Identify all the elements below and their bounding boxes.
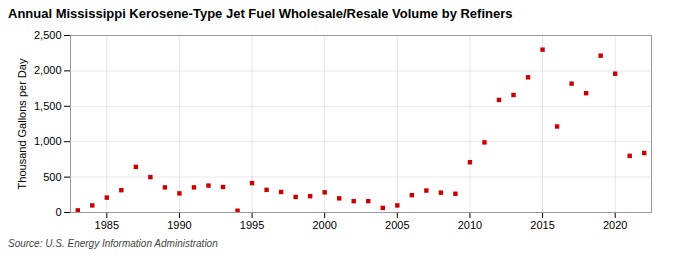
- svg-text:1,000: 1,000: [34, 135, 62, 147]
- svg-text:2005: 2005: [385, 219, 409, 231]
- svg-text:Thousand Gallons per Day: Thousand Gallons per Day: [16, 58, 28, 189]
- svg-text:2015: 2015: [530, 219, 554, 231]
- svg-text:500: 500: [43, 171, 61, 183]
- html-text:Annual Mississippi Kerosene-Ty: Annual Mississippi Kerosene-Type Jet Fue…: [8, 6, 513, 21]
- svg-text:1,500: 1,500: [34, 100, 62, 112]
- html-text:Source: U.S. Energy Informatio: Source: U.S. Energy Information Administ…: [8, 238, 218, 249]
- svg-text:1995: 1995: [240, 219, 264, 231]
- svg-text:1985: 1985: [95, 219, 119, 231]
- svg-text:1990: 1990: [167, 219, 191, 231]
- svg-text:2,000: 2,000: [34, 64, 62, 76]
- svg-text:2000: 2000: [312, 219, 336, 231]
- svg-text:2,500: 2,500: [34, 29, 62, 41]
- svg-text:0: 0: [55, 206, 61, 218]
- svg-text:2020: 2020: [603, 219, 627, 231]
- svg-text:2010: 2010: [458, 219, 482, 231]
